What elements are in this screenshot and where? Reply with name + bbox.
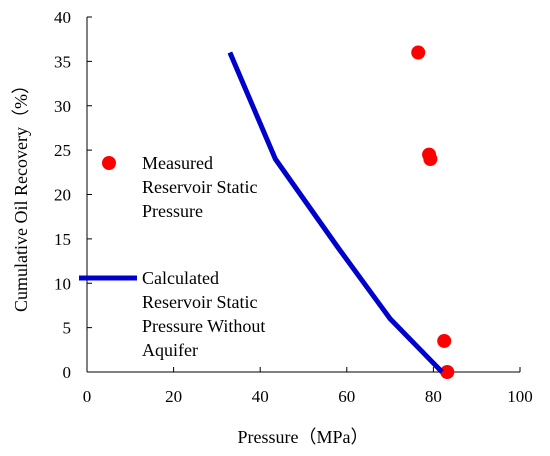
x-tick-label: 100 — [507, 387, 533, 406]
measured-pressure-point — [437, 333, 452, 348]
y-tick-label: 0 — [63, 363, 72, 382]
x-tick-label: 80 — [425, 387, 442, 406]
measured-pressure-point — [411, 45, 426, 60]
x-axis-title: Pressure（MPa） — [238, 427, 369, 447]
y-tick-label: 35 — [54, 52, 71, 71]
y-tick-label: 30 — [54, 97, 71, 116]
y-tick-label: 15 — [54, 230, 71, 249]
legend-label-measured: Measured — [142, 153, 213, 173]
legend: Measured Reservoir Static Pressure Calculat… — [79, 153, 265, 360]
series — [227, 45, 455, 379]
legend-label-measured: Pressure — [142, 201, 203, 221]
y-tick-label: 25 — [54, 141, 71, 160]
measured-pressure-point — [423, 152, 438, 166]
legend-label-calculated: Pressure Without — [142, 316, 265, 336]
legend-label-calculated: Aquifer — [142, 340, 198, 360]
y-tick-label: 10 — [54, 274, 71, 293]
legend-marker-measured — [102, 156, 116, 170]
legend-label-calculated: Reservoir Static — [142, 292, 257, 312]
x-tick-label: 60 — [338, 387, 355, 406]
y-tick-label: 40 — [54, 8, 71, 27]
y-axis-title: Cumulative Oil Recovery（%） — [11, 76, 31, 312]
legend-label-calculated: Calculated — [142, 268, 219, 288]
legend-label-measured: Reservoir Static — [142, 177, 257, 197]
x-tick-label: 40 — [252, 387, 269, 406]
measured-pressure-point — [440, 365, 455, 379]
x-tick-label: 20 — [165, 387, 182, 406]
y-tick-label: 20 — [54, 186, 71, 205]
x-tick-label: 0 — [83, 387, 92, 406]
calculated-pressure-line — [227, 51, 444, 374]
ticks: 0 20 40 60 80 100 0 5 10 15 20 25 30 35 40 — [54, 8, 533, 406]
y-tick-label: 5 — [63, 319, 72, 338]
